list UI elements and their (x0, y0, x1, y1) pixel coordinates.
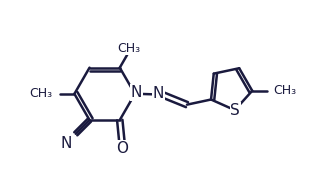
Text: N: N (153, 86, 164, 101)
Text: N: N (131, 85, 142, 100)
Text: CH₃: CH₃ (29, 87, 52, 100)
Text: CH₃: CH₃ (117, 42, 140, 55)
Text: N: N (61, 136, 72, 151)
Text: CH₃: CH₃ (273, 84, 296, 97)
Text: O: O (116, 141, 128, 156)
Text: S: S (230, 103, 240, 118)
